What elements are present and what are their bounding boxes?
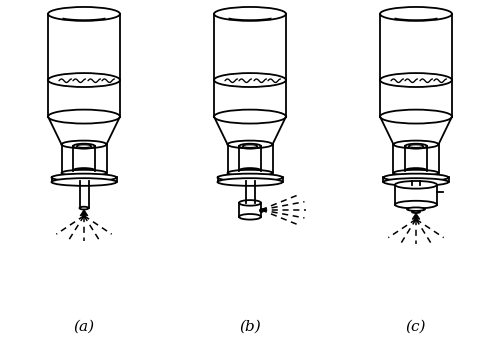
- Ellipse shape: [48, 73, 120, 87]
- Ellipse shape: [52, 178, 116, 186]
- Ellipse shape: [62, 141, 106, 148]
- Ellipse shape: [239, 200, 261, 206]
- Ellipse shape: [380, 73, 452, 87]
- Ellipse shape: [394, 141, 438, 148]
- Ellipse shape: [52, 174, 116, 181]
- Ellipse shape: [218, 178, 282, 186]
- Polygon shape: [80, 209, 88, 216]
- Ellipse shape: [48, 110, 120, 124]
- Ellipse shape: [48, 7, 120, 21]
- Ellipse shape: [407, 207, 425, 211]
- Ellipse shape: [405, 168, 427, 173]
- Ellipse shape: [228, 141, 272, 148]
- Ellipse shape: [395, 181, 437, 189]
- Text: (b): (b): [239, 320, 261, 334]
- Ellipse shape: [380, 110, 452, 124]
- Ellipse shape: [239, 214, 261, 220]
- Ellipse shape: [214, 7, 286, 21]
- Text: (c): (c): [406, 320, 426, 334]
- Ellipse shape: [73, 168, 95, 173]
- Ellipse shape: [380, 7, 452, 21]
- Ellipse shape: [62, 170, 106, 176]
- Ellipse shape: [395, 201, 437, 208]
- Text: (a): (a): [74, 320, 94, 334]
- Ellipse shape: [384, 178, 448, 186]
- Ellipse shape: [412, 211, 420, 213]
- Ellipse shape: [384, 174, 448, 181]
- Ellipse shape: [73, 144, 95, 149]
- Ellipse shape: [405, 144, 427, 149]
- Polygon shape: [412, 213, 420, 219]
- Ellipse shape: [218, 174, 282, 181]
- Ellipse shape: [239, 144, 261, 149]
- Ellipse shape: [394, 170, 438, 176]
- Ellipse shape: [80, 207, 88, 209]
- Ellipse shape: [239, 168, 261, 173]
- Ellipse shape: [228, 170, 272, 176]
- Ellipse shape: [214, 73, 286, 87]
- Ellipse shape: [214, 110, 286, 124]
